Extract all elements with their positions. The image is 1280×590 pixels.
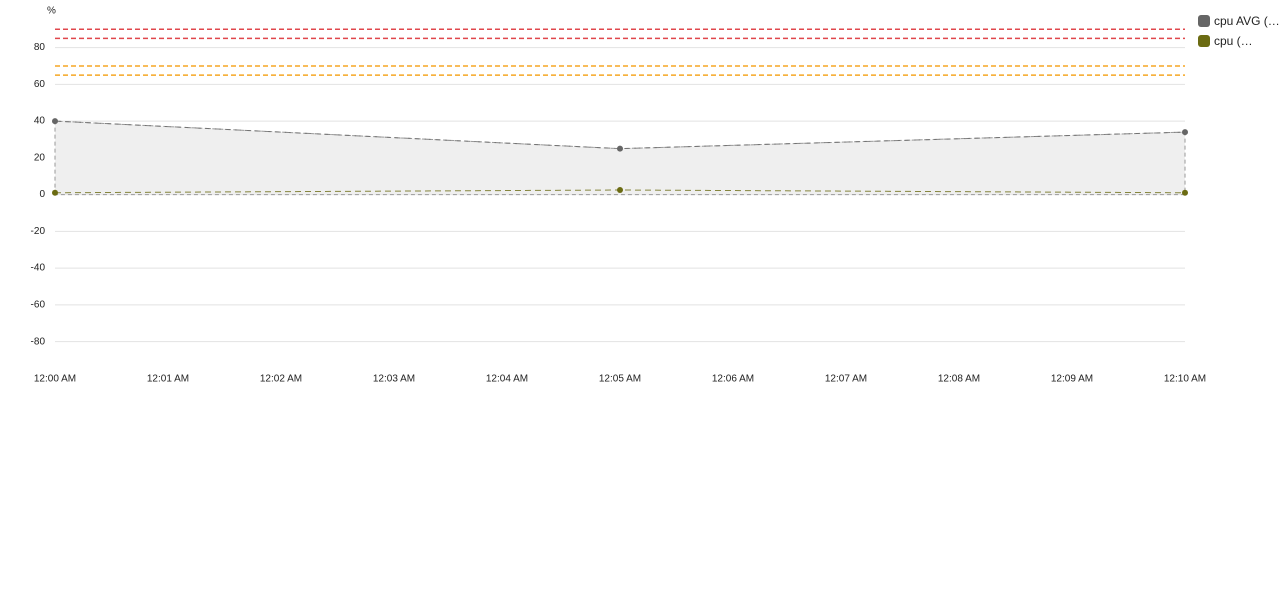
x-tick-label: 12:02 AM xyxy=(260,374,302,385)
legend-swatch xyxy=(1198,35,1210,47)
y-tick-label: 0 xyxy=(39,189,45,200)
y-tick-label: -20 xyxy=(31,226,46,237)
y-tick-label: -40 xyxy=(31,263,46,274)
x-tick-label: 12:04 AM xyxy=(486,374,528,385)
point xyxy=(1182,129,1188,136)
x-tick-label: 12:06 AM xyxy=(712,374,754,385)
x-tick-label: 12:00 AM xyxy=(34,374,76,385)
x-tick-label: 12:05 AM xyxy=(599,374,641,385)
area xyxy=(54,120,1186,196)
legend-swatch xyxy=(1198,15,1210,27)
y-axis-label: % xyxy=(47,6,56,17)
x-tick-label: 12:10 AM xyxy=(1164,374,1206,385)
point xyxy=(52,189,58,196)
y-tick-label: 60 xyxy=(34,79,46,90)
point xyxy=(52,118,58,125)
x-tick-label: 12:09 AM xyxy=(1051,374,1093,385)
y-tick-label: 20 xyxy=(34,152,46,163)
point xyxy=(1182,189,1188,196)
x-tick-label: 12:07 AM xyxy=(825,374,867,385)
x-tick-label: 12:03 AM xyxy=(373,374,415,385)
legend-label: cpu (… xyxy=(1214,34,1253,48)
legend-label: cpu AVG (… xyxy=(1214,14,1280,28)
y-tick-label: -60 xyxy=(31,300,46,311)
point xyxy=(617,187,623,193)
x-tick-label: 12:08 AM xyxy=(938,374,980,385)
x-tick-label: 12:01 AM xyxy=(147,374,189,385)
y-tick-label: -80 xyxy=(31,336,46,347)
y-tick-label: 40 xyxy=(34,116,46,127)
point xyxy=(617,145,623,152)
y-tick-label: 80 xyxy=(34,42,46,53)
